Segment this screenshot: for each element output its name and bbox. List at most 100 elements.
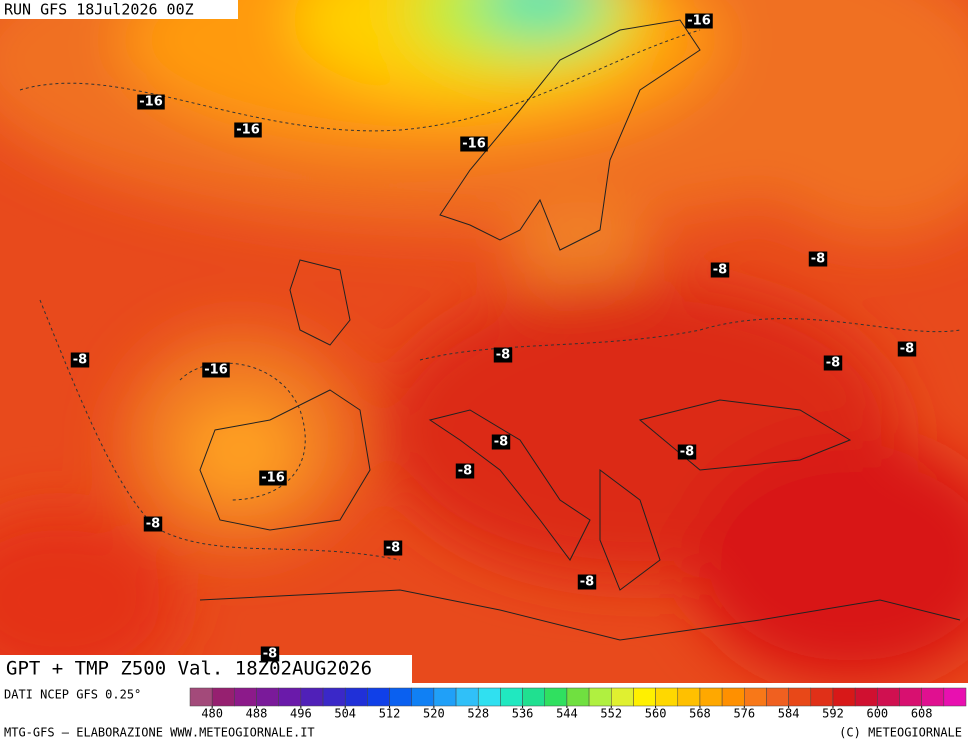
colorbar-swatch bbox=[455, 687, 479, 707]
colorbar-swatch bbox=[278, 687, 302, 707]
colorbar-swatch bbox=[344, 687, 368, 707]
colorbar-swatch bbox=[721, 687, 745, 707]
colorbar-swatch bbox=[234, 687, 257, 707]
contour-label-box bbox=[493, 347, 513, 363]
colorbar-swatch bbox=[832, 687, 856, 707]
colorbar-swatch bbox=[189, 687, 213, 707]
contour-label-box bbox=[823, 355, 843, 371]
colorbar-label: 608 bbox=[911, 707, 933, 721]
colorbar-swatch bbox=[854, 687, 878, 707]
title-box bbox=[0, 655, 412, 683]
contour-label: -16 bbox=[204, 363, 228, 378]
contour-label-box bbox=[143, 516, 163, 532]
colorbar-label: 552 bbox=[600, 707, 622, 721]
copyright-label: (C) METEOGIORNALE bbox=[839, 726, 962, 740]
contour-label: -8 bbox=[73, 353, 87, 368]
colorbar-swatch bbox=[211, 687, 235, 707]
contour-label: -8 bbox=[826, 356, 840, 371]
colorbar-swatch bbox=[300, 687, 324, 707]
contour-label: -16 bbox=[236, 123, 260, 138]
colorbar-label: 544 bbox=[556, 707, 578, 721]
contour-label-box bbox=[491, 434, 511, 450]
contour-label: -16 bbox=[139, 95, 163, 110]
colorbar-swatch bbox=[411, 687, 435, 707]
contour-label: -8 bbox=[146, 517, 160, 532]
contour-label: -16 bbox=[261, 471, 285, 486]
colorbar-swatch bbox=[877, 687, 900, 707]
colorbar-swatch bbox=[500, 687, 523, 707]
contour-label-box bbox=[259, 470, 287, 486]
map-title: GPT + TMP Z500 Val. 18Z02AUG2026 bbox=[6, 658, 372, 680]
colorbar-swatch bbox=[744, 687, 767, 707]
colorbar-label: 520 bbox=[423, 707, 445, 721]
colorbar-swatch bbox=[766, 687, 789, 707]
colorbar-swatch bbox=[788, 687, 812, 707]
contour-label-box bbox=[685, 13, 713, 29]
colorbar-label: 496 bbox=[290, 707, 312, 721]
contour-label: -8 bbox=[713, 263, 727, 278]
contour-label: -8 bbox=[386, 541, 400, 556]
colorbar-swatch bbox=[322, 687, 346, 707]
colorbar-swatch bbox=[588, 687, 612, 707]
colorbar-swatch bbox=[899, 687, 922, 707]
contour-label: -8 bbox=[494, 435, 508, 450]
colorbar-label: 512 bbox=[379, 707, 401, 721]
colorbar-swatch bbox=[699, 687, 723, 707]
colorbar-swatch bbox=[522, 687, 545, 707]
colorbar-swatch bbox=[477, 687, 501, 707]
contour-label-box bbox=[137, 94, 165, 110]
source-label: DATI NCEP GFS 0.25° bbox=[4, 688, 141, 702]
colorbar-swatch bbox=[810, 687, 834, 707]
contour-label: -16 bbox=[462, 137, 486, 152]
colorbar-label: 504 bbox=[334, 707, 356, 721]
colorbar-swatch bbox=[566, 687, 590, 707]
field bbox=[0, 0, 968, 683]
contour-label: -16 bbox=[687, 14, 711, 29]
contour-label: -8 bbox=[680, 445, 694, 460]
colorbar-label: 560 bbox=[645, 707, 667, 721]
contour-label: -8 bbox=[458, 464, 472, 479]
contour-label-box bbox=[70, 352, 90, 368]
colorbar-swatch bbox=[633, 687, 656, 707]
colorbar-swatch bbox=[256, 687, 279, 707]
run-box bbox=[0, 0, 238, 19]
contour-label: -8 bbox=[496, 348, 510, 363]
colorbar-swatch bbox=[433, 687, 457, 707]
run-label: RUN GFS 18Jul2026 00Z bbox=[4, 1, 194, 19]
contour-label: -8 bbox=[900, 342, 914, 357]
colorbar-label: 480 bbox=[201, 707, 223, 721]
colorbar-swatch bbox=[389, 687, 412, 707]
contour-label-box bbox=[455, 463, 475, 479]
contour-label-box bbox=[460, 136, 488, 152]
colorbar-label: 488 bbox=[246, 707, 268, 721]
contour-label-box bbox=[808, 251, 828, 267]
coastlines bbox=[199, 19, 961, 641]
contour-label: -8 bbox=[811, 252, 825, 267]
contour-label: -8 bbox=[580, 575, 594, 590]
contour-label-box bbox=[260, 646, 280, 662]
colorbar-label: 576 bbox=[733, 707, 755, 721]
colorbar-swatch bbox=[611, 687, 634, 707]
contour-label-box bbox=[577, 574, 597, 590]
colorbar-label: 592 bbox=[822, 707, 844, 721]
colorbar-swatch bbox=[943, 687, 967, 707]
isotherms bbox=[19, 29, 961, 561]
contour-label-box bbox=[677, 444, 697, 460]
contour-label-box bbox=[234, 122, 262, 138]
contour-label-box bbox=[710, 262, 730, 278]
colorbar-label: 584 bbox=[778, 707, 800, 721]
colorbar-swatch bbox=[677, 687, 701, 707]
colorbar-swatch bbox=[544, 687, 568, 707]
colorbar-swatch bbox=[655, 687, 679, 707]
contour-label: -8 bbox=[263, 647, 277, 662]
colorbar-label: 568 bbox=[689, 707, 711, 721]
credit-label: MTG-GFS — ELABORAZIONE WWW.METEOGIORNALE… bbox=[4, 726, 315, 740]
contour-label-box bbox=[383, 540, 403, 556]
colorbar-label: 536 bbox=[512, 707, 534, 721]
colorbar-label: 600 bbox=[866, 707, 888, 721]
contour-label-box bbox=[897, 341, 917, 357]
contour-label-box bbox=[202, 362, 230, 378]
colorbar-swatch bbox=[367, 687, 390, 707]
colorbar-swatch bbox=[921, 687, 945, 707]
